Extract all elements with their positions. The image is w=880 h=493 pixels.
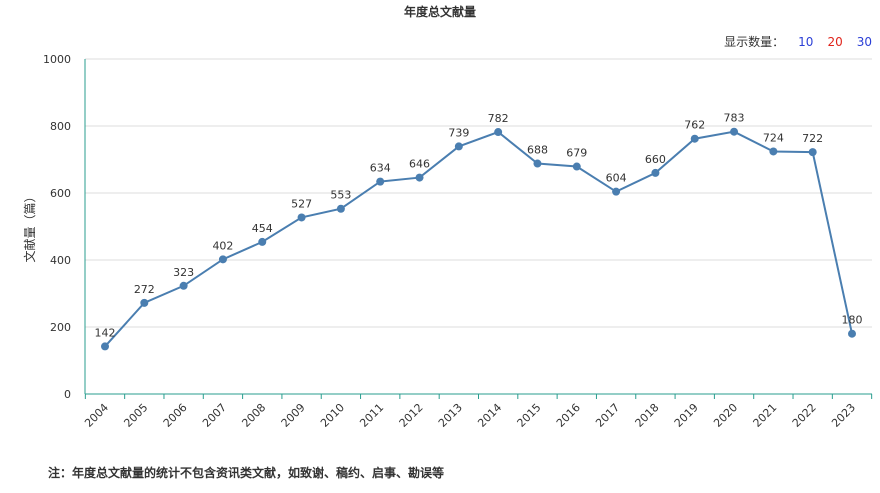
data-point: [690, 134, 699, 143]
data-label: 604: [606, 172, 627, 185]
data-point: [769, 147, 778, 156]
x-tick-label: 2008: [239, 401, 268, 430]
x-tick-label: 2009: [279, 401, 308, 430]
data-label: 553: [330, 189, 351, 202]
x-tick-label: 2005: [121, 401, 150, 430]
data-point: [258, 237, 267, 246]
data-label: 402: [212, 239, 233, 252]
y-tick-label: 200: [50, 321, 71, 334]
display-count-option-20[interactable]: 20: [827, 34, 843, 49]
y-tick-label: 800: [50, 120, 71, 133]
data-point: [179, 281, 188, 290]
data-label: 688: [527, 144, 548, 157]
data-point: [651, 168, 660, 177]
x-tick-label: 2017: [593, 401, 622, 430]
y-tick-label: 400: [50, 254, 71, 267]
data-label: 660: [645, 153, 666, 166]
data-point: [808, 148, 817, 157]
x-tick-label: 2013: [436, 401, 465, 430]
data-label: 454: [252, 222, 273, 235]
series-line: [104, 130, 853, 348]
data-label: 679: [566, 147, 587, 160]
y-axis-label: 文献量（篇）: [22, 190, 37, 262]
x-tick-label: 2023: [829, 401, 858, 430]
data-point: [297, 213, 306, 222]
data-point: [848, 329, 856, 338]
data-label: 646: [409, 158, 430, 171]
x-tick-label: 2004: [82, 401, 111, 430]
data-label: 722: [802, 132, 823, 145]
data-point: [572, 162, 581, 171]
data-label: 783: [724, 112, 745, 125]
y-tick-label: 1000: [43, 53, 71, 66]
data-label: 142: [95, 326, 116, 339]
data-point: [612, 187, 621, 196]
x-tick-label: 2018: [633, 401, 662, 430]
data-label: 724: [763, 131, 784, 144]
data-point: [533, 159, 542, 168]
data-point: [730, 127, 739, 136]
x-tick-label: 2007: [200, 401, 229, 430]
display-count-option-10[interactable]: 10: [798, 34, 814, 49]
data-point: [494, 128, 503, 137]
footnote: 注：年度总文献量的统计不包含资讯类文献，如致谢、稿约、启事、勘误等: [48, 466, 445, 480]
y-tick-label: 0: [64, 388, 71, 401]
data-point: [140, 298, 149, 307]
x-tick-label: 2020: [711, 401, 740, 430]
data-label: 180: [842, 314, 863, 327]
data-label: 634: [370, 162, 391, 175]
chart-title: 年度总文献量: [403, 5, 476, 19]
x-tick-label: 2016: [554, 401, 583, 430]
x-tick-label: 2010: [318, 401, 347, 430]
x-tick-label: 2019: [672, 401, 701, 430]
data-label: 527: [291, 197, 312, 210]
data-point: [101, 342, 109, 351]
x-tick-label: 2015: [515, 401, 544, 430]
data-point: [454, 142, 463, 151]
display-count-label: 显示数量：: [724, 35, 785, 49]
display-count-selector: 显示数量： 10 20 30: [724, 33, 872, 50]
data-label: 782: [488, 112, 509, 125]
x-tick-label: 2014: [475, 401, 504, 430]
data-label: 323: [173, 266, 194, 279]
data-point: [336, 204, 345, 213]
x-tick-label: 2006: [161, 401, 190, 430]
data-point: [415, 173, 424, 182]
y-tick-label: 600: [50, 187, 71, 200]
data-point: [376, 177, 385, 186]
x-tick-label: 2012: [397, 401, 426, 430]
x-tick-label: 2022: [790, 401, 819, 430]
data-label: 739: [448, 126, 469, 139]
data-label: 762: [684, 119, 705, 132]
data-point: [218, 255, 227, 264]
x-tick-label: 2011: [357, 401, 386, 430]
display-count-option-30[interactable]: 30: [856, 34, 872, 49]
x-tick-label: 2021: [750, 401, 779, 430]
data-label: 272: [134, 283, 155, 296]
